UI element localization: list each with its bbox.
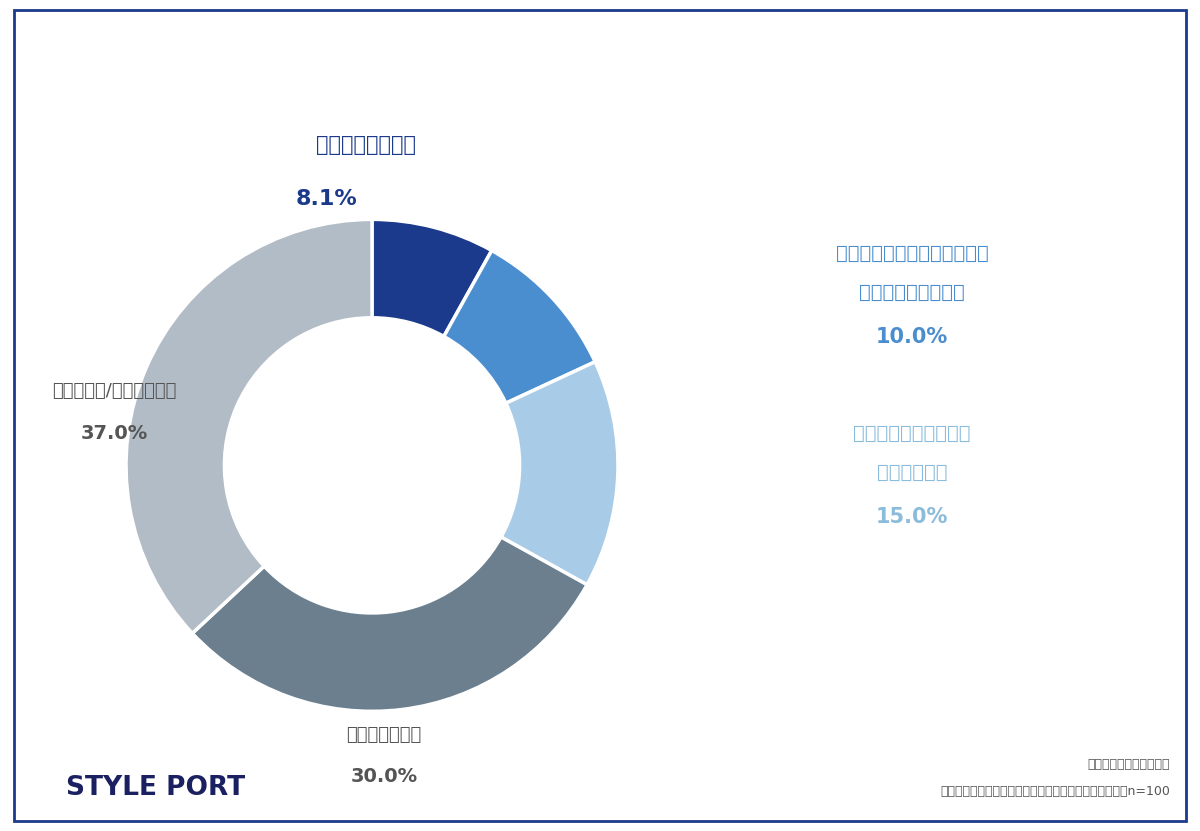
Wedge shape [444,250,595,403]
Text: デベロッパーの「デジタルツイン」に関する意識調査｜n=100: デベロッパーの「デジタルツイン」に関する意識調査｜n=100 [940,784,1170,798]
Text: 10.0%: 10.0% [876,327,948,347]
Text: 30.0%: 30.0% [350,768,418,786]
Text: 使う予定がない: 使う予定がない [347,726,421,745]
Text: STYLE PORT: STYLE PORT [66,774,245,801]
Text: 使用を検討中: 使用を検討中 [877,463,947,481]
Wedge shape [126,219,372,633]
Text: Q2: Q2 [28,62,71,91]
Circle shape [226,319,518,612]
Text: 株式会社スタイルポート: 株式会社スタイルポート [1087,758,1170,771]
Text: わからない/答えられない: わからない/答えられない [52,381,176,400]
Text: 37.0%: 37.0% [80,425,148,443]
Text: 15.0%: 15.0% [876,507,948,527]
Text: まだ使われておらず、: まだ使われておらず、 [853,425,971,443]
Text: あなたのお勤め先における、「デジタルツイン」の活用状況を: あなたのお勤め先における、「デジタルツイン」の活用状況を [112,42,486,62]
Wedge shape [502,361,618,585]
Wedge shape [372,219,492,337]
Text: 教えてください。: 教えてください。 [112,96,218,116]
Text: 活用を進めようとしているが: 活用を進めようとしているが [835,244,989,263]
Text: 8.1%: 8.1% [295,189,358,209]
Text: 活用が進んでいる: 活用が進んでいる [316,135,416,155]
Wedge shape [192,537,587,711]
Text: まだ使われていない: まだ使われていない [859,283,965,302]
